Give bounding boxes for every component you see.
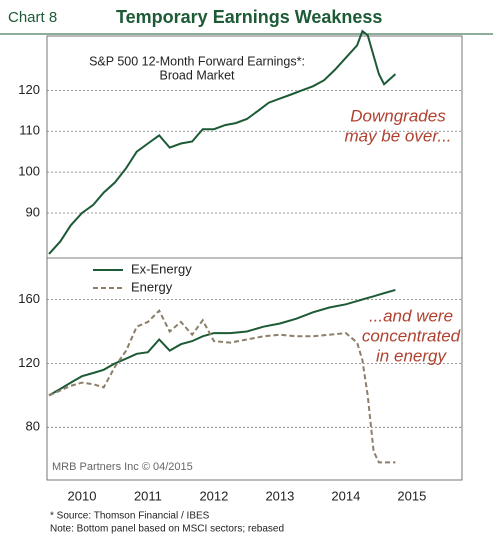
y-tick-label: 120 <box>18 355 40 370</box>
annotation: concentrated <box>362 326 461 345</box>
x-tick-label: 2015 <box>397 488 426 503</box>
x-tick-label: 2012 <box>199 488 228 503</box>
series-line <box>48 288 396 397</box>
energy-line <box>48 309 396 464</box>
x-tick-label: 2011 <box>134 488 162 503</box>
y-tick-label: 120 <box>18 82 40 97</box>
x-tick-label: 2014 <box>331 488 360 503</box>
annotation: Downgrades <box>350 106 446 125</box>
y-tick-label: 90 <box>26 204 40 219</box>
legend-label: Ex-Energy <box>131 261 192 276</box>
chart-title: Temporary Earnings Weakness <box>116 7 382 27</box>
y-tick-label: 100 <box>18 164 40 179</box>
chart-label: Chart 8 <box>8 9 57 26</box>
series-line <box>48 29 397 255</box>
subtitle: Broad Market <box>159 68 235 82</box>
y-tick-label: 160 <box>18 291 40 306</box>
annotation: in energy <box>376 346 447 365</box>
y-tick-label: 110 <box>19 123 40 138</box>
footnote: * Source: Thomson Financial / IBES <box>50 511 210 522</box>
x-tick-label: 2010 <box>68 488 97 503</box>
annotation: ...and were <box>369 306 453 325</box>
x-tick-label: 2013 <box>265 488 294 503</box>
footnote: Note: Bottom panel based on MSCI sectors… <box>50 524 284 535</box>
annotation: may be over... <box>344 126 451 145</box>
legend-label: Energy <box>131 279 173 294</box>
y-tick-label: 80 <box>26 419 40 434</box>
subtitle: S&P 500 12-Month Forward Earnings*: <box>89 54 305 68</box>
source: MRB Partners Inc © 04/2015 <box>52 461 193 473</box>
